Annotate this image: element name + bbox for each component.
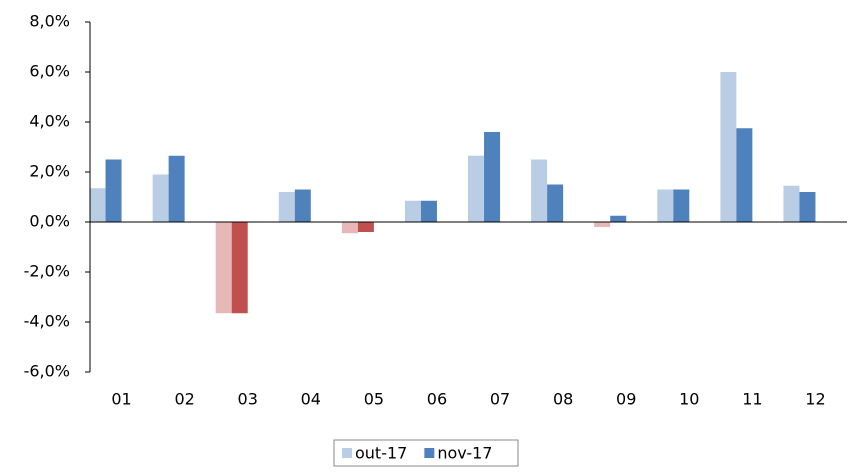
bar [610, 215, 627, 222]
y-tick-label: -4,0% [24, 312, 70, 331]
bar [468, 155, 485, 222]
bar [531, 159, 548, 222]
bar [657, 189, 674, 222]
bar [736, 128, 753, 222]
x-tick-label: 08 [553, 390, 573, 409]
y-tick-label: -6,0% [24, 362, 70, 381]
y-tick-label: 6,0% [29, 62, 70, 81]
y-tick-label: 4,0% [29, 112, 70, 131]
x-tick-label: 05 [364, 390, 384, 409]
bar [278, 192, 295, 222]
x-tick-label: 10 [679, 390, 699, 409]
x-tick-label: 12 [805, 390, 825, 409]
bar [799, 192, 816, 222]
bar [231, 222, 248, 314]
x-tick-label: 07 [490, 390, 510, 409]
bar [357, 222, 374, 232]
x-tick-label: 04 [301, 390, 321, 409]
bar [89, 188, 106, 222]
bar [420, 200, 437, 222]
y-tick-label: -2,0% [24, 262, 70, 281]
x-tick-label: 06 [427, 390, 447, 409]
bar [152, 174, 169, 222]
bar [168, 155, 185, 222]
x-tick-label: 09 [616, 390, 636, 409]
y-tick-label: 2,0% [29, 162, 70, 181]
y-tick-label: 0,0% [29, 212, 70, 231]
bar [341, 222, 358, 234]
bar [594, 222, 611, 227]
x-tick-label: 11 [742, 390, 762, 409]
bar [547, 184, 564, 222]
legend-swatch [424, 448, 435, 458]
bar [404, 200, 421, 222]
bar [783, 185, 800, 222]
y-tick-label: 8,0% [29, 12, 70, 31]
x-tick-label: 01 [111, 390, 131, 409]
x-tick-label: 03 [238, 390, 258, 409]
bar [294, 189, 311, 222]
bar [484, 132, 501, 222]
bar [720, 72, 737, 222]
bar [673, 189, 690, 222]
legend-label: nov-17 [437, 444, 492, 463]
bar [215, 222, 232, 314]
x-tick-label: 02 [174, 390, 194, 409]
legend-swatch [342, 448, 352, 458]
bar [105, 159, 122, 222]
legend-label: out-17 [355, 444, 407, 463]
